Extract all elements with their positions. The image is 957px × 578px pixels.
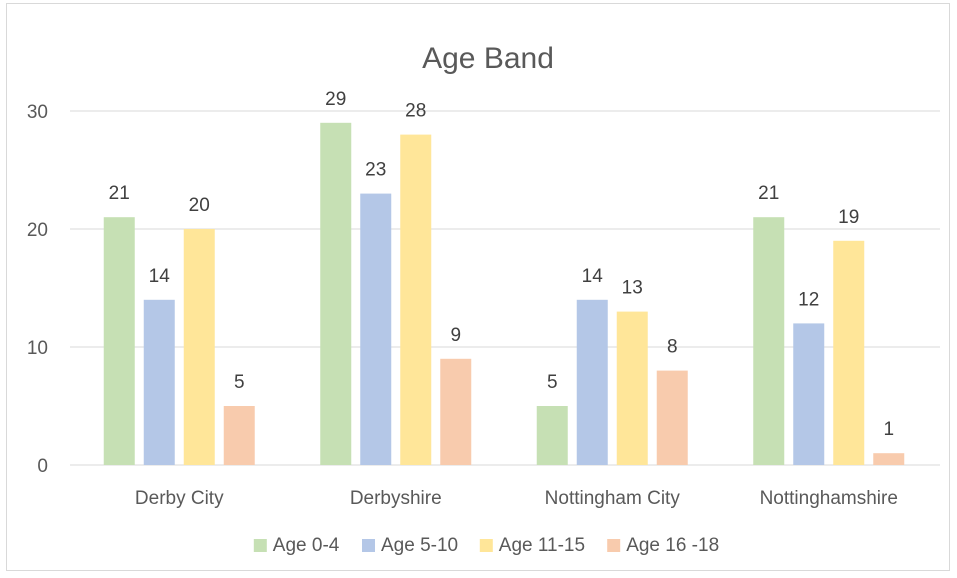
bar [400, 134, 432, 465]
y-tick-label: 20 [27, 220, 48, 241]
bar [440, 358, 472, 465]
data-label: 23 [365, 160, 386, 181]
legend: Age 0-4 Age 5-10 Age 11-15 Age 16 -18 [253, 535, 719, 556]
data-label: 5 [547, 372, 558, 393]
legend-swatch [253, 539, 267, 552]
bar [103, 217, 135, 465]
data-label: 20 [189, 195, 210, 216]
x-axis: Derby City Derbyshire Nottingham City Notti… [135, 488, 898, 509]
bar [320, 122, 352, 466]
bar [143, 299, 175, 465]
chart-frame [6, 3, 950, 571]
bar [873, 453, 905, 465]
data-labels: 21 14 20 5 29 23 28 9 5 14 13 8 21 12 19 1 [109, 89, 894, 440]
bar [793, 323, 825, 465]
y-tick-label: 10 [27, 338, 48, 359]
bar [183, 229, 215, 465]
bar [616, 311, 648, 465]
bar [536, 406, 568, 465]
data-label: 13 [622, 278, 643, 299]
data-label: 9 [450, 325, 461, 346]
legend-swatch [362, 539, 375, 552]
data-label: 12 [798, 289, 819, 310]
legend-label: Age 0-4 [273, 535, 340, 556]
x-tick-label: Derby City [135, 488, 224, 509]
legend-label: Age 11-15 [499, 535, 585, 556]
y-tick-label: 30 [27, 102, 48, 123]
x-tick-label: Derbyshire [350, 488, 442, 509]
data-label: 14 [149, 266, 171, 287]
data-label: 21 [109, 183, 130, 204]
bars [103, 122, 905, 466]
bar [223, 406, 255, 465]
bar [833, 240, 865, 465]
legend-swatch [607, 539, 621, 552]
data-label: 14 [582, 266, 604, 287]
legend-label: Age 16 -18 [626, 535, 719, 556]
data-label: 19 [838, 207, 859, 228]
y-axis: 0 10 20 30 [27, 102, 48, 477]
data-label: 28 [405, 101, 426, 122]
x-tick-label: Nottingham City [545, 488, 681, 509]
data-label: 29 [325, 89, 346, 110]
data-label: 8 [667, 337, 678, 358]
bar [753, 217, 785, 465]
bar [360, 193, 392, 465]
y-tick-label: 0 [37, 456, 48, 477]
data-label: 5 [234, 372, 245, 393]
chart-title: Age Band [422, 42, 554, 75]
bar [656, 370, 688, 465]
legend-swatch [479, 539, 493, 552]
bar [576, 299, 608, 465]
data-label: 21 [758, 183, 779, 204]
x-tick-label: Nottinghamshire [760, 488, 898, 509]
legend-label: Age 5-10 [381, 535, 458, 556]
data-label: 1 [883, 419, 894, 440]
